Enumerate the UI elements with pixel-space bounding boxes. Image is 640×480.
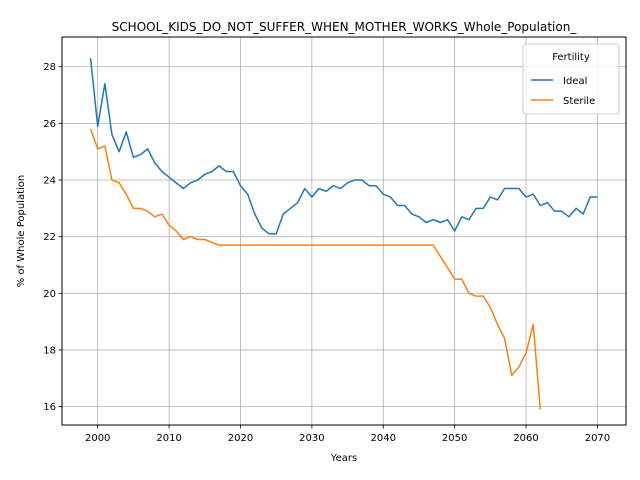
x-tick-label: 2070 xyxy=(585,433,610,444)
legend-title: Fertility xyxy=(552,52,590,63)
legend-box xyxy=(522,43,620,115)
x-tick-label: 2030 xyxy=(299,433,324,444)
series-lines xyxy=(89,58,598,410)
y-tick-label: 18 xyxy=(43,345,56,356)
y-tick-label: 16 xyxy=(43,402,56,413)
x-tick-label: 2040 xyxy=(371,433,396,444)
x-tick-label: 2050 xyxy=(442,433,467,444)
x-tick-label: 2010 xyxy=(156,433,181,444)
y-tick-label: 20 xyxy=(43,289,56,300)
legend: Fertility Ideal Sterile xyxy=(522,43,620,115)
y-tick-label: 28 xyxy=(43,62,56,73)
x-tick-label: 2000 xyxy=(85,433,110,444)
x-axis-label: Years xyxy=(330,453,357,464)
series-line-ideal xyxy=(89,58,598,235)
y-axis-label: % of Whole Population xyxy=(16,175,27,288)
y-tick-label: 24 xyxy=(43,176,56,187)
y-tick-label: 26 xyxy=(43,119,56,130)
x-tick-label: 2060 xyxy=(513,433,538,444)
x-tick-label: 2020 xyxy=(228,433,253,444)
axis-ticks: 2000 2010 2020 2030 2040 2050 2060 2070 16 18 20 22… xyxy=(43,62,610,444)
chart-title: SCHOOL_KIDS_DO_NOT_SUFFER_WHEN_MOTHER_WO… xyxy=(112,20,578,34)
plot-frame xyxy=(61,36,627,426)
y-tick-label: 22 xyxy=(43,232,56,243)
legend-label-sterile: Sterile xyxy=(563,96,595,107)
legend-label-ideal: Ideal xyxy=(563,76,587,87)
legend-items: Ideal Sterile xyxy=(531,76,595,107)
series-line-sterile xyxy=(89,128,542,410)
